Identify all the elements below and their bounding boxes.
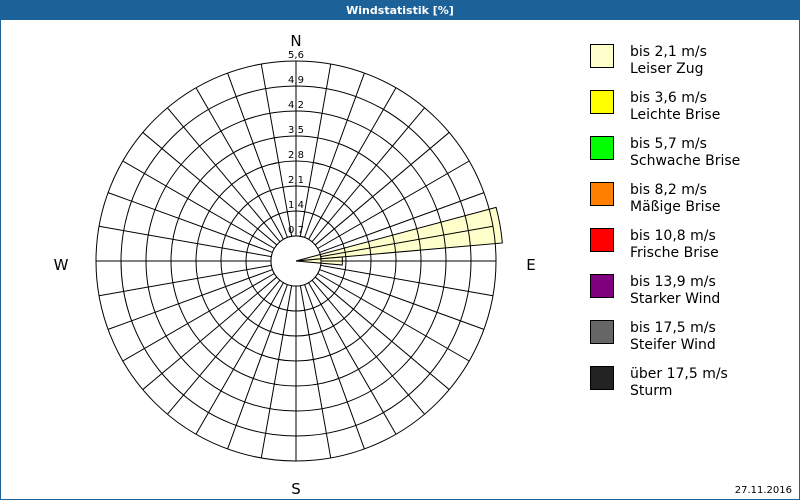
wind-sector-bar-inner <box>295 258 322 264</box>
grid-spoke <box>314 132 450 246</box>
legend-range: bis 3,6 m/s <box>630 90 707 106</box>
grid-spoke <box>320 264 494 297</box>
grid-spoke <box>311 107 425 243</box>
legend-swatch <box>590 90 614 114</box>
legend-label: bis 17,5 m/s Steifer Wind <box>630 320 716 354</box>
legend-name: Starker Wind <box>630 291 721 307</box>
legend-name: Leichte Brise <box>630 107 721 123</box>
grid-spoke <box>317 273 470 362</box>
grid-spoke <box>311 279 425 415</box>
legend-label: bis 8,2 m/s Mäßige Brise <box>630 182 720 216</box>
grid-spoke <box>319 269 485 330</box>
legend-range: bis 2,1 m/s <box>630 44 707 60</box>
grid-spoke <box>260 285 293 459</box>
grid-spoke <box>122 273 275 362</box>
ring-tick-label: 2,8 <box>288 150 304 161</box>
wind-sector-bar <box>295 206 503 262</box>
legend-range: bis 13,9 m/s <box>630 274 716 290</box>
direction-label-E: E <box>526 256 535 274</box>
grid-spoke <box>299 285 332 459</box>
direction-label-W: W <box>54 256 69 274</box>
legend-range: über 17,5 m/s <box>630 366 728 382</box>
legend-range: bis 10,8 m/s <box>630 228 716 244</box>
grid-spoke <box>167 279 281 415</box>
grid-spoke <box>314 276 450 390</box>
grid-spoke <box>304 284 365 450</box>
legend-swatch <box>590 136 614 160</box>
grid-spoke <box>320 225 494 258</box>
legend-swatch <box>590 366 614 390</box>
legend-label: bis 13,9 m/s Starker Wind <box>630 274 720 308</box>
grid-spoke <box>142 132 278 246</box>
legend-label: bis 3,6 m/s Leichte Brise <box>630 90 720 124</box>
grid-spoke <box>308 282 397 435</box>
legend-range: bis 17,5 m/s <box>630 320 716 336</box>
grid-spoke <box>107 269 273 330</box>
grid-spoke <box>319 192 485 253</box>
grid-spoke <box>260 63 293 237</box>
legend-name: Steifer Wind <box>630 337 716 353</box>
ring-tick-label: 3,5 <box>288 125 304 136</box>
ring-tick-label: 0,7 <box>288 225 304 236</box>
grid-spoke <box>107 192 273 253</box>
window-title: Windstatistik [%] <box>0 0 800 20</box>
grid-spoke <box>227 72 288 238</box>
ring-tick-label: 5,6 <box>288 50 304 61</box>
grid-spoke <box>122 160 275 249</box>
legend-range: bis 8,2 m/s <box>630 182 707 198</box>
direction-label-S: S <box>291 480 301 498</box>
ring-tick-label: 2,1 <box>288 175 304 186</box>
date-label: 27.11.2016 <box>734 485 792 496</box>
legend-swatch <box>590 228 614 252</box>
grid-spoke <box>317 160 470 249</box>
ring-tick-label: 4,9 <box>288 75 304 86</box>
grid-spoke <box>308 87 397 240</box>
legend-range: bis 5,7 m/s <box>630 136 707 152</box>
legend-name: Frische Brise <box>630 245 719 261</box>
grid-spoke <box>227 284 288 450</box>
grid-spoke <box>299 63 332 237</box>
legend-name: Mäßige Brise <box>630 199 721 215</box>
direction-label-N: N <box>290 32 301 50</box>
legend-name: Sturm <box>630 383 673 399</box>
legend-label: bis 10,8 m/s Frische Brise <box>630 228 719 262</box>
grid-spoke <box>304 72 365 238</box>
legend-label: bis 5,7 m/s Schwache Brise <box>630 136 740 170</box>
grid-spoke <box>195 87 284 240</box>
legend-swatch <box>590 320 614 344</box>
ring-tick-label: 1,4 <box>288 200 304 211</box>
grid-spoke <box>142 276 278 390</box>
ring-tick-label: 4,2 <box>288 100 304 111</box>
legend-name: Leiser Zug <box>630 61 704 77</box>
legend-swatch <box>590 274 614 298</box>
grid-spoke <box>167 107 281 243</box>
grid-spoke <box>195 282 284 435</box>
legend-swatch <box>590 182 614 206</box>
legend-label: bis 2,1 m/s Leiser Zug <box>630 44 707 78</box>
grid-spoke <box>98 264 272 297</box>
legend-name: Schwache Brise <box>630 153 741 169</box>
legend-label: über 17,5 m/s Sturm <box>630 366 728 400</box>
legend-swatch <box>590 44 614 68</box>
grid-spoke <box>98 225 272 258</box>
